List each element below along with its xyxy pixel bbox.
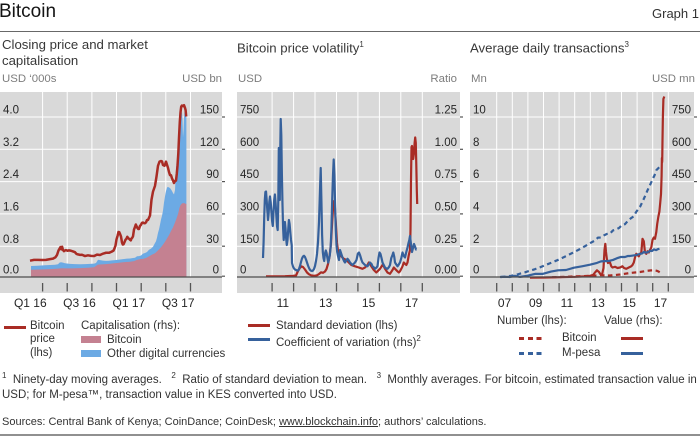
svg-text:8: 8 (473, 137, 479, 149)
svg-text:3.2: 3.2 (3, 137, 19, 149)
svg-text:750: 750 (240, 105, 259, 117)
svg-text:300: 300 (672, 202, 691, 214)
svg-text:300: 300 (240, 202, 259, 214)
svg-text:2.4: 2.4 (3, 169, 20, 181)
svg-text:1.00: 1.00 (435, 137, 457, 149)
svg-text:0: 0 (213, 265, 219, 277)
svg-text:450: 450 (672, 169, 691, 181)
svg-text:0: 0 (473, 265, 479, 277)
svg-text:450: 450 (240, 169, 259, 181)
svg-text:150: 150 (240, 234, 259, 246)
svg-text:600: 600 (240, 137, 259, 149)
svg-text:0: 0 (240, 265, 246, 277)
svg-text:4: 4 (473, 202, 480, 214)
svg-text:150: 150 (672, 234, 691, 246)
svg-text:150: 150 (200, 105, 219, 117)
svg-text:0.0: 0.0 (3, 265, 19, 277)
svg-text:30: 30 (206, 234, 219, 246)
svg-text:90: 90 (206, 169, 219, 181)
svg-text:0.75: 0.75 (435, 169, 457, 181)
svg-text:0.50: 0.50 (435, 202, 457, 214)
svg-text:1.25: 1.25 (435, 105, 457, 117)
svg-text:0.8: 0.8 (3, 234, 19, 246)
svg-text:6: 6 (473, 169, 479, 181)
svg-text:600: 600 (672, 137, 691, 149)
svg-text:1.6: 1.6 (3, 202, 19, 214)
svg-text:10: 10 (473, 105, 486, 117)
svg-text:0.25: 0.25 (435, 234, 457, 246)
svg-text:750: 750 (672, 105, 691, 117)
svg-text:0: 0 (685, 265, 691, 277)
svg-text:120: 120 (200, 137, 219, 149)
svg-text:4.0: 4.0 (3, 105, 19, 117)
svg-text:2: 2 (473, 234, 479, 246)
svg-text:60: 60 (206, 202, 219, 214)
svg-text:0.00: 0.00 (435, 265, 457, 277)
